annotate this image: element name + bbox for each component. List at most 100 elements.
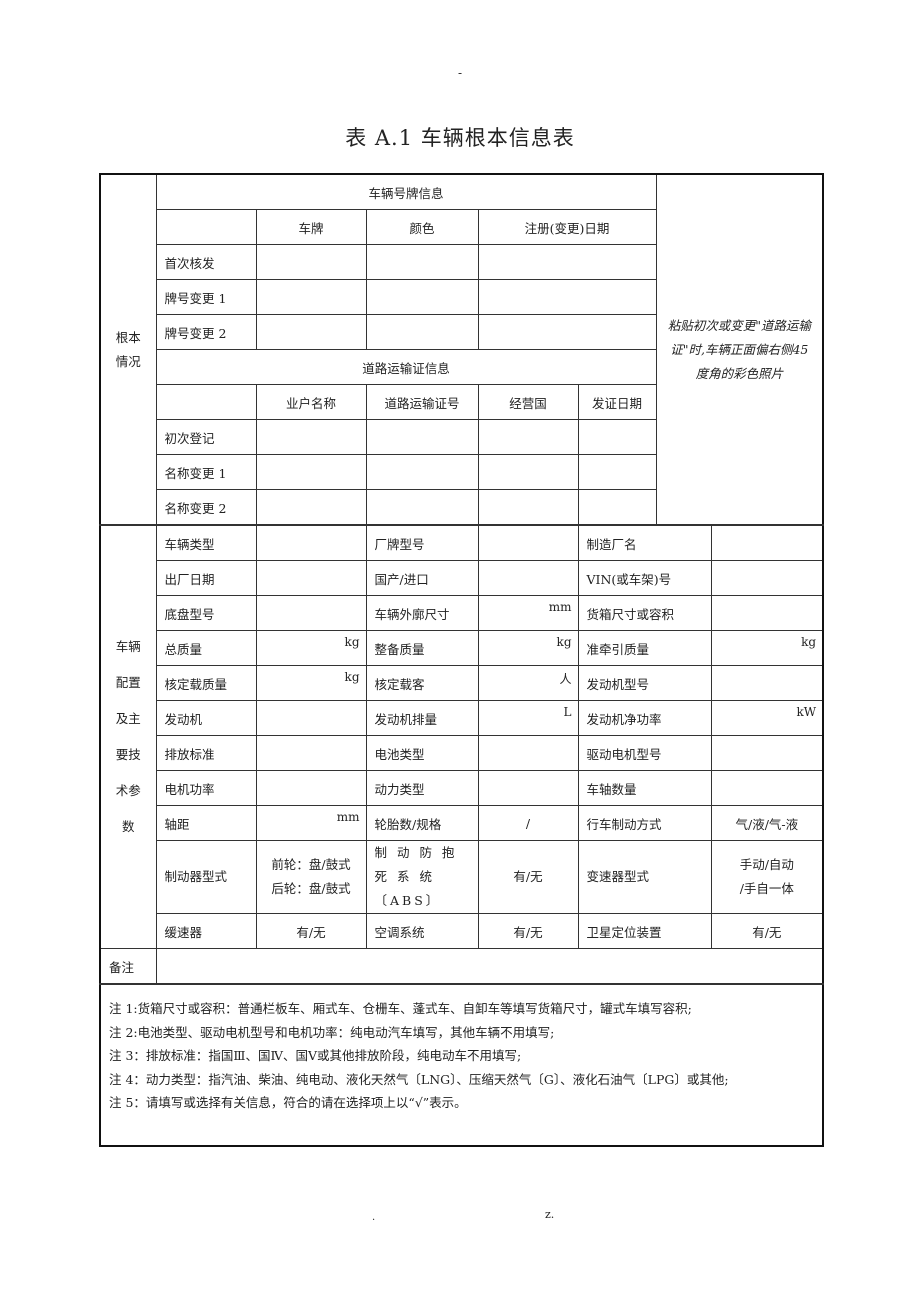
param-value[interactable] [477, 560, 579, 596]
param-label: 制造厂名 [577, 524, 712, 561]
road-input-cell[interactable] [477, 454, 579, 490]
param-value-text: 手动/自动 /手自一体 [739, 857, 794, 896]
plate-col-header: 车牌 [255, 209, 367, 245]
unit-label: 人 [559, 672, 572, 686]
road-row-label: 名称变更 2 [155, 489, 257, 526]
param-value-text: 前轮：盘/鼓式 后轮：盘/鼓式 [271, 857, 351, 896]
plate-input-cell[interactable] [365, 279, 479, 315]
road-input-cell[interactable] [477, 419, 579, 455]
param-label: 轴距 [155, 805, 257, 841]
photo-placeholder[interactable]: 粘贴初次或变更"道路运输证"时,车辆正面偏右侧45度角的彩色照片 [655, 173, 824, 526]
param-label: 核定载质量 [155, 665, 257, 701]
param-value-text: 有/无 [752, 924, 782, 940]
header-mark: - [457, 66, 463, 80]
param-value[interactable]: 手动/自动 /手自一体 [710, 840, 824, 914]
road-input-cell[interactable] [365, 419, 479, 455]
road-input-cell[interactable] [365, 489, 479, 526]
param-value[interactable]: kW [710, 700, 824, 736]
remarks-input[interactable] [155, 948, 824, 985]
param-value[interactable] [255, 524, 367, 561]
param-value[interactable] [255, 595, 367, 631]
param-label: 制 动 防 抱 死 系 统〔ABS〕 [365, 840, 479, 914]
plate-input-cell[interactable] [365, 244, 479, 280]
param-value[interactable] [477, 770, 579, 806]
param-label: 核定载客 [365, 665, 479, 701]
param-value[interactable]: mm [477, 595, 579, 631]
param-label: 驱动电机型号 [577, 735, 712, 771]
param-label: 出厂日期 [155, 560, 257, 596]
plate-input-cell[interactable] [255, 314, 367, 350]
table-row: 缓速器 有/无 空调系统 有/无 卫星定位装置 有/无 [100, 913, 824, 949]
param-value[interactable]: 有/无 [255, 913, 367, 949]
param-value[interactable] [477, 524, 579, 561]
plate-input-cell[interactable] [365, 314, 479, 350]
plate-row-label: 牌号变更 2 [155, 314, 257, 350]
table-row: 牌号变更 2 [100, 314, 823, 350]
param-value-text: 有/无 [513, 869, 543, 884]
param-label: 车辆外廓尺寸 [365, 595, 479, 631]
unit-label: kg [801, 635, 817, 649]
param-value[interactable]: mm [255, 805, 367, 841]
plate-input-cell[interactable] [255, 279, 367, 315]
road-input-cell[interactable] [255, 489, 367, 526]
road-input-cell[interactable] [255, 454, 367, 490]
unit-label: kg [344, 635, 360, 649]
param-value[interactable] [710, 524, 824, 561]
param-label: 发动机型号 [577, 665, 712, 701]
vehicle-info-table: 根本 情况 车辆号牌信息 粘贴初次或变更"道路运输证"时,车辆正面偏右侧45度角的彩… [99, 173, 825, 1147]
param-label: 电池类型 [365, 735, 479, 771]
param-label: 准牵引质量 [577, 630, 712, 666]
road-input-cell[interactable] [577, 454, 657, 490]
notes-block: 注 1:货箱尺寸或容积：普通栏板车、厢式车、仓栅车、蓬式车、自卸车等填写货箱尺寸… [99, 983, 824, 1146]
param-value[interactable]: kg [255, 665, 367, 701]
param-label: 变速器型式 [577, 840, 712, 914]
param-value[interactable]: kg [477, 630, 579, 666]
param-value[interactable] [477, 735, 579, 771]
param-label: VIN(或车架)号 [577, 560, 712, 596]
param-value[interactable] [255, 770, 367, 806]
note-line: 注 1:货箱尺寸或容积：普通栏板车、厢式车、仓栅车、蓬式车、自卸车等填写货箱尺寸… [109, 1001, 692, 1016]
footer-right: z. [545, 1208, 555, 1221]
param-value[interactable]: L [477, 700, 579, 736]
note-line: 注 2:电池类型、驱动电机型号和电机功率：纯电动汽车填写，其他车辆不用填写; [109, 1024, 555, 1040]
param-value[interactable]: kg [255, 630, 367, 666]
param-value[interactable] [255, 560, 367, 596]
param-value[interactable] [710, 595, 824, 631]
table-row: 核定载质量 kg 核定载客 人发动机型号 [100, 665, 824, 701]
note-line: 注 3：排放标准：指国Ⅲ、国Ⅳ、国Ⅴ或其他排放阶段，纯电动车不用填写; [109, 1048, 522, 1063]
param-value[interactable]: 人 [477, 665, 579, 701]
param-value[interactable]: 有/无 [710, 913, 824, 949]
table-row: 出厂日期 国产/进口 VIN(或车架)号 [100, 560, 824, 596]
section-label-config: 车辆配置及主要技术参数 [99, 524, 157, 949]
road-input-cell[interactable] [365, 454, 479, 490]
param-value[interactable]: 有/无 [477, 840, 579, 914]
param-value[interactable]: 气/液/气-液 [710, 805, 824, 841]
param-value[interactable] [710, 735, 824, 771]
table-row: 轴距 mm 轮胎数/规格 / 行车制动方式 气/液/气-液 [100, 805, 824, 841]
param-value[interactable]: kg [710, 630, 824, 666]
param-value[interactable]: 前轮：盘/鼓式 后轮：盘/鼓式 [255, 840, 367, 914]
param-value[interactable] [255, 700, 367, 736]
unit-label: kg [556, 635, 572, 649]
note-line: 注 4：动力类型：指汽油、柴油、纯电动、液化天然气〔LNG〕、压缩天然气〔G〕、… [109, 1071, 729, 1087]
plate-input-cell[interactable] [477, 314, 657, 350]
param-value[interactable] [710, 560, 824, 596]
plate-header: 车辆号牌信息 [155, 173, 657, 210]
unit-label: mm [336, 810, 360, 824]
road-input-cell[interactable] [477, 489, 579, 526]
road-input-cell[interactable] [577, 419, 657, 455]
plate-input-cell[interactable] [477, 279, 657, 315]
plate-input-cell[interactable] [477, 244, 657, 280]
param-value[interactable]: / [477, 805, 579, 841]
param-value[interactable] [710, 770, 824, 806]
unit-label: kW [796, 705, 817, 719]
param-value[interactable] [710, 665, 824, 701]
plate-input-cell[interactable] [255, 244, 367, 280]
param-value[interactable] [255, 735, 367, 771]
road-input-cell[interactable] [577, 489, 657, 526]
param-value-text: 有/无 [296, 924, 326, 940]
road-input-cell[interactable] [255, 419, 367, 455]
param-value[interactable]: 有/无 [477, 913, 579, 949]
road-col-header [155, 384, 257, 420]
table-row: 总质量 kg 整备质量 kg 准牵引质量 kg [100, 630, 824, 666]
